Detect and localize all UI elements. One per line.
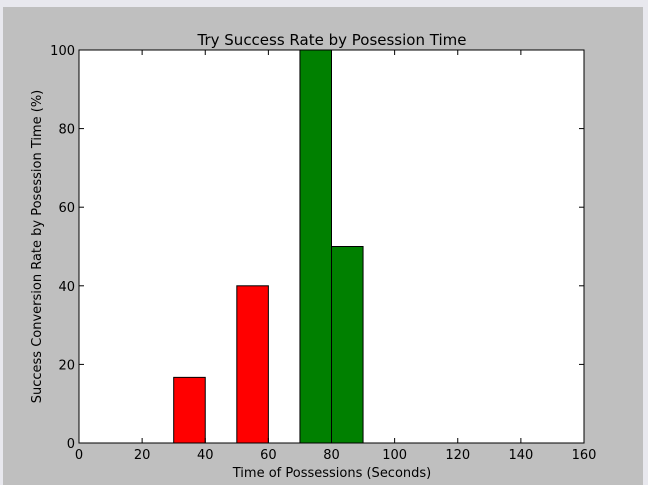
y-tick-label-1: 20	[58, 358, 75, 373]
x-tick-label-1: 20	[134, 448, 151, 463]
y-tick-label-0: 0	[67, 437, 75, 452]
x-tick-label-3: 60	[260, 448, 277, 463]
x-tick-label-7: 140	[508, 448, 533, 463]
figure-canvas: Try Success Rate by Posession Time 0 20 40…	[3, 7, 643, 485]
x-tick-label-8: 160	[572, 448, 597, 463]
bar-3	[173, 376, 206, 444]
x-tick-label-4: 80	[323, 448, 340, 463]
bar-6	[331, 246, 364, 444]
ticks-group: 0 20 40 60 80 100 120 140 160 0 20 40 60 80 100	[50, 44, 596, 463]
x-tick-label-2: 40	[197, 448, 214, 463]
bar-chart: Try Success Rate by Posession Time 0 20 40…	[30, 31, 596, 481]
y-tick-label-4: 80	[58, 123, 75, 138]
x-tick-label-6: 120	[445, 448, 470, 463]
y-tick-label-2: 40	[58, 280, 75, 295]
chart-title: Try Success Rate by Posession Time	[197, 31, 467, 49]
y-tick-label-3: 60	[58, 201, 75, 216]
bars-group	[78, 49, 553, 444]
bar-5	[299, 49, 332, 444]
x-tick-label-0: 0	[75, 448, 83, 463]
bar-4	[236, 285, 269, 444]
y-axis-label: Success Conversion Rate by Posession Tim…	[30, 90, 45, 404]
x-tick-label-5: 100	[382, 448, 407, 463]
y-tick-label-5: 100	[50, 44, 75, 59]
x-axis-label: Time of Possessions (Seconds)	[232, 466, 432, 481]
